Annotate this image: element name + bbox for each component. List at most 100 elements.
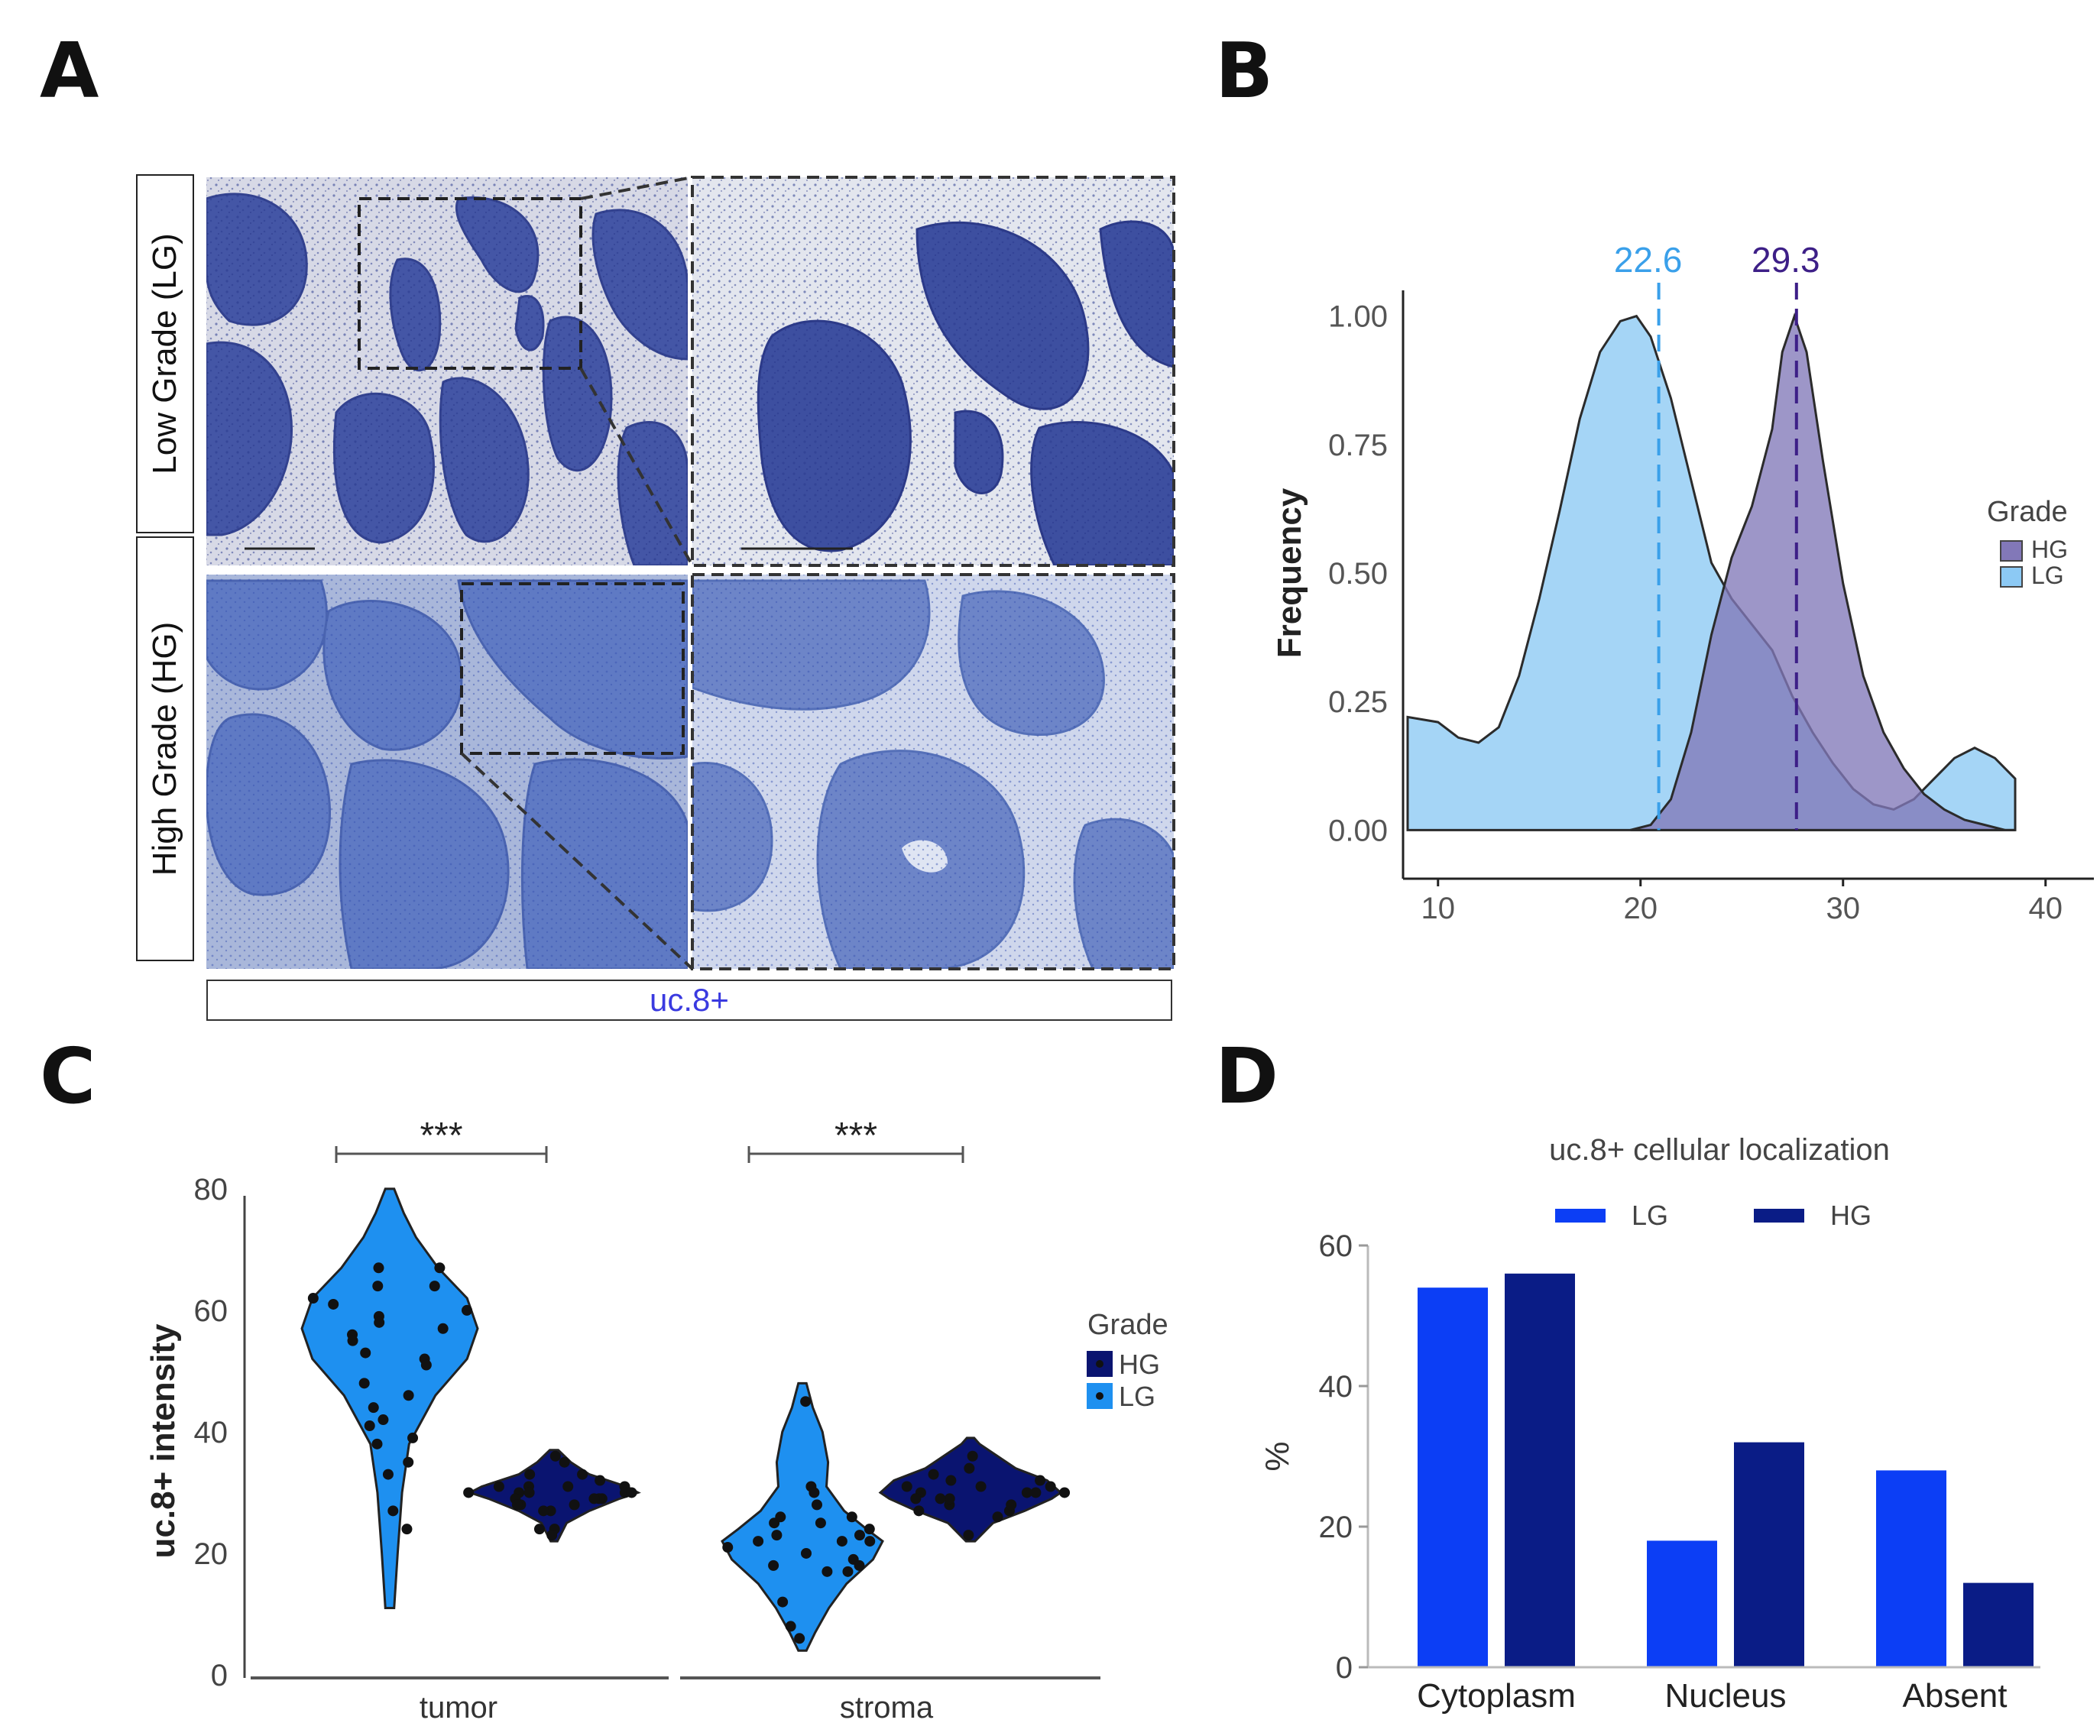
data-point bbox=[437, 1323, 449, 1334]
data-point bbox=[1021, 1487, 1032, 1498]
data-point bbox=[546, 1530, 558, 1541]
data-point bbox=[569, 1499, 580, 1511]
bar-nucleus-hg bbox=[1734, 1442, 1804, 1667]
data-point bbox=[963, 1530, 974, 1541]
data-point bbox=[967, 1450, 978, 1462]
data-point bbox=[403, 1390, 414, 1401]
x-category-label: stroma bbox=[840, 1691, 934, 1725]
violin-stroma-hg bbox=[878, 1436, 1063, 1543]
data-point bbox=[992, 1511, 1003, 1523]
bar-nucleus-lg bbox=[1647, 1540, 1717, 1667]
data-point bbox=[462, 1304, 473, 1316]
data-point bbox=[358, 1378, 370, 1389]
data-point bbox=[842, 1566, 854, 1577]
density-area-hg bbox=[1630, 312, 2015, 831]
x-category-label: Absent bbox=[1903, 1677, 2008, 1715]
data-point bbox=[371, 1438, 383, 1449]
legend-label-hg: HG bbox=[1830, 1200, 1872, 1231]
data-point bbox=[1035, 1475, 1046, 1486]
x-tick-label: 30 bbox=[1826, 892, 1861, 925]
data-point bbox=[722, 1542, 734, 1553]
y-axis-title: % bbox=[1259, 1441, 1296, 1471]
y-axis-title: Frequency bbox=[1271, 487, 1308, 658]
bar-legend: LG HG bbox=[1555, 1200, 1872, 1231]
x-axis-title: uc.8+ intensity bbox=[1630, 942, 1865, 947]
data-point bbox=[378, 1414, 389, 1426]
y-tick-label: 1.00 bbox=[1328, 300, 1388, 334]
bar-absent-hg bbox=[1963, 1582, 2034, 1667]
violin-axes: *** *** 0 20 40 60 80 tumor stroma uc.8+ intensit… bbox=[144, 1116, 1100, 1725]
y-tick-label: 80 bbox=[194, 1173, 228, 1206]
data-point bbox=[771, 1530, 783, 1541]
legend-label-hg: HG bbox=[1119, 1349, 1160, 1380]
data-point bbox=[429, 1281, 440, 1292]
micrograph-lg-zoom bbox=[692, 177, 1174, 565]
data-point bbox=[533, 1524, 545, 1535]
legend-title: Grade bbox=[1987, 496, 2068, 528]
data-point bbox=[811, 1499, 822, 1511]
legend-swatch-hg bbox=[1754, 1209, 1804, 1223]
data-point bbox=[420, 1359, 432, 1371]
x-tick-label: 40 bbox=[2029, 892, 2063, 925]
bar-plot-area bbox=[1418, 1273, 2034, 1667]
data-point bbox=[559, 1456, 570, 1468]
x-category-label: Cytoplasm bbox=[1417, 1677, 1576, 1715]
density-axes: 0.00 0.25 0.50 0.75 1.00 10 20 30 40 uc.8+ intens… bbox=[1271, 290, 2094, 947]
y-tick-label: 20 bbox=[194, 1537, 228, 1571]
x-tick-label: 10 bbox=[1421, 892, 1456, 925]
bar-absent-lg bbox=[1876, 1470, 1946, 1667]
data-point bbox=[775, 1511, 786, 1523]
mean-label-hg: 29.3 bbox=[1752, 240, 1820, 280]
violin-chart: *** *** 0 20 40 60 80 tumor stroma uc.8+ intensit… bbox=[144, 1116, 1168, 1725]
bar-cytoplasm-lg bbox=[1418, 1287, 1488, 1667]
data-point bbox=[549, 1450, 561, 1462]
violin-stroma-lg bbox=[721, 1381, 884, 1652]
data-point bbox=[822, 1566, 833, 1577]
micrograph-lg-overview bbox=[206, 177, 688, 565]
data-point bbox=[434, 1262, 446, 1274]
data-point bbox=[562, 1481, 574, 1492]
panel-a-caption: uc.8+ bbox=[206, 980, 1172, 1021]
data-point bbox=[864, 1536, 876, 1547]
data-point bbox=[964, 1462, 975, 1474]
data-point bbox=[382, 1469, 394, 1480]
data-point bbox=[1059, 1487, 1071, 1498]
data-point bbox=[407, 1432, 419, 1443]
x-category-label: Nucleus bbox=[1665, 1677, 1787, 1715]
data-point bbox=[511, 1499, 523, 1511]
mean-label-lg: 22.6 bbox=[1614, 240, 1683, 280]
data-point bbox=[945, 1475, 957, 1486]
data-point bbox=[493, 1481, 504, 1492]
x-category-label: tumor bbox=[420, 1691, 497, 1725]
bar-axes: Cytoplasm Nucleus Absent 0 20 40 60% uc.8+ cell… bbox=[1259, 1133, 2040, 1715]
violin-tumor-lg bbox=[300, 1187, 479, 1610]
data-point bbox=[347, 1335, 358, 1346]
data-point bbox=[794, 1633, 805, 1644]
legend-label-lg: LG bbox=[2031, 562, 2064, 589]
data-point bbox=[809, 1487, 820, 1498]
data-point bbox=[373, 1262, 384, 1274]
panel-a-caption-text: uc.8+ bbox=[650, 982, 729, 1018]
data-point bbox=[928, 1469, 939, 1480]
panel-letter-d: D bbox=[1215, 1032, 1279, 1121]
legend-label-lg: LG bbox=[1632, 1200, 1668, 1231]
density-chart: 22.6 29.3 0.00 0.25 0.50 0.75 1.00 10 20 30 40 uc.… bbox=[1271, 240, 2094, 947]
data-point bbox=[307, 1293, 319, 1304]
legend-label-lg: LG bbox=[1119, 1381, 1155, 1412]
data-point bbox=[588, 1493, 600, 1504]
data-point bbox=[975, 1481, 987, 1492]
data-point bbox=[523, 1487, 535, 1498]
data-point bbox=[372, 1281, 384, 1292]
data-point bbox=[403, 1456, 414, 1468]
violin-plot-area bbox=[300, 1187, 1071, 1652]
data-point bbox=[1045, 1481, 1056, 1492]
data-point bbox=[777, 1596, 789, 1608]
legend-title: Grade bbox=[1087, 1309, 1168, 1341]
data-point bbox=[577, 1469, 588, 1480]
panel-letter-c: C bbox=[40, 1032, 96, 1121]
data-point bbox=[815, 1517, 826, 1529]
y-tick-label: 0.75 bbox=[1328, 429, 1388, 462]
data-point bbox=[595, 1475, 606, 1486]
